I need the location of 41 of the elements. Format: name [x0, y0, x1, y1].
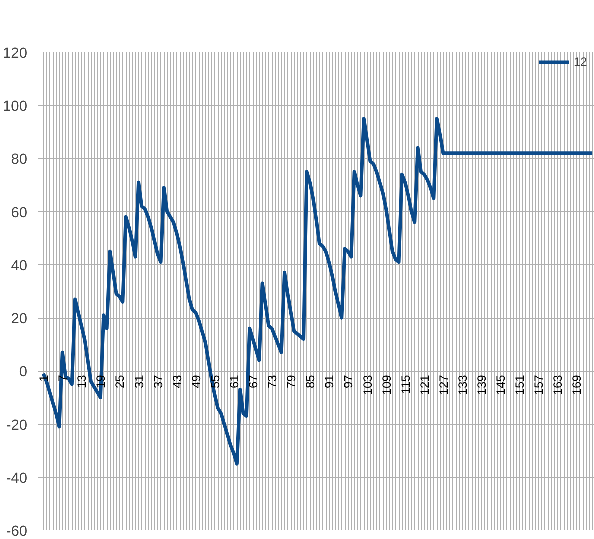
- y-tick-label: 20: [11, 312, 28, 328]
- x-tick-label: 151: [513, 374, 528, 396]
- y-tick-label: 40: [11, 258, 28, 274]
- x-tick-label: 133: [456, 374, 470, 396]
- y-tick-label: -60: [6, 524, 28, 539]
- x-tick-label: 19: [94, 374, 108, 389]
- x-tick-label: 31: [132, 374, 146, 389]
- x-tick-label: 115: [398, 374, 413, 394]
- y-tick-label: 60: [11, 205, 28, 222]
- y-tick-label: 100: [3, 99, 28, 116]
- x-tick-label: 49: [189, 374, 204, 389]
- x-tick-label: 61: [227, 374, 242, 389]
- x-tick-label: 103: [360, 374, 375, 396]
- y-tick-label: 120: [3, 46, 28, 62]
- line-series: [42, 117, 594, 466]
- y-tick-label: 0: [19, 364, 28, 381]
- x-tick-label: 79: [284, 374, 299, 389]
- x-tick-label: 157: [532, 374, 546, 396]
- x-tick-label: 85: [304, 374, 318, 389]
- x-tick-label: 127: [436, 374, 451, 396]
- x-tick-label: 73: [266, 374, 280, 389]
- x-tick-label: 43: [170, 374, 184, 389]
- x-tick-label: 139: [475, 374, 490, 396]
- x-tick-label: 121: [418, 374, 432, 396]
- x-tick-label: 67: [246, 374, 261, 389]
- y-tick-label: -40: [6, 470, 28, 487]
- x-tick-label: 25: [113, 374, 128, 389]
- x-tick-label: 55: [208, 374, 222, 389]
- x-tick-label: 163: [551, 374, 566, 396]
- y-tick-label: 80: [11, 152, 28, 168]
- x-tick-label: 91: [322, 374, 337, 389]
- x-tick-label: 97: [342, 374, 356, 389]
- x-tick-label: 109: [380, 374, 394, 396]
- x-tick-label: 1: [37, 374, 52, 382]
- x-tick-label: 145: [494, 374, 508, 396]
- x-tick-label: 169: [570, 374, 584, 396]
- x-tick-label: 13: [75, 374, 90, 389]
- x-tick-label: 37: [151, 374, 166, 389]
- legend-label: 12: [574, 55, 588, 69]
- x-tick-label: 7: [56, 374, 70, 382]
- y-tick-label: -20: [6, 418, 28, 434]
